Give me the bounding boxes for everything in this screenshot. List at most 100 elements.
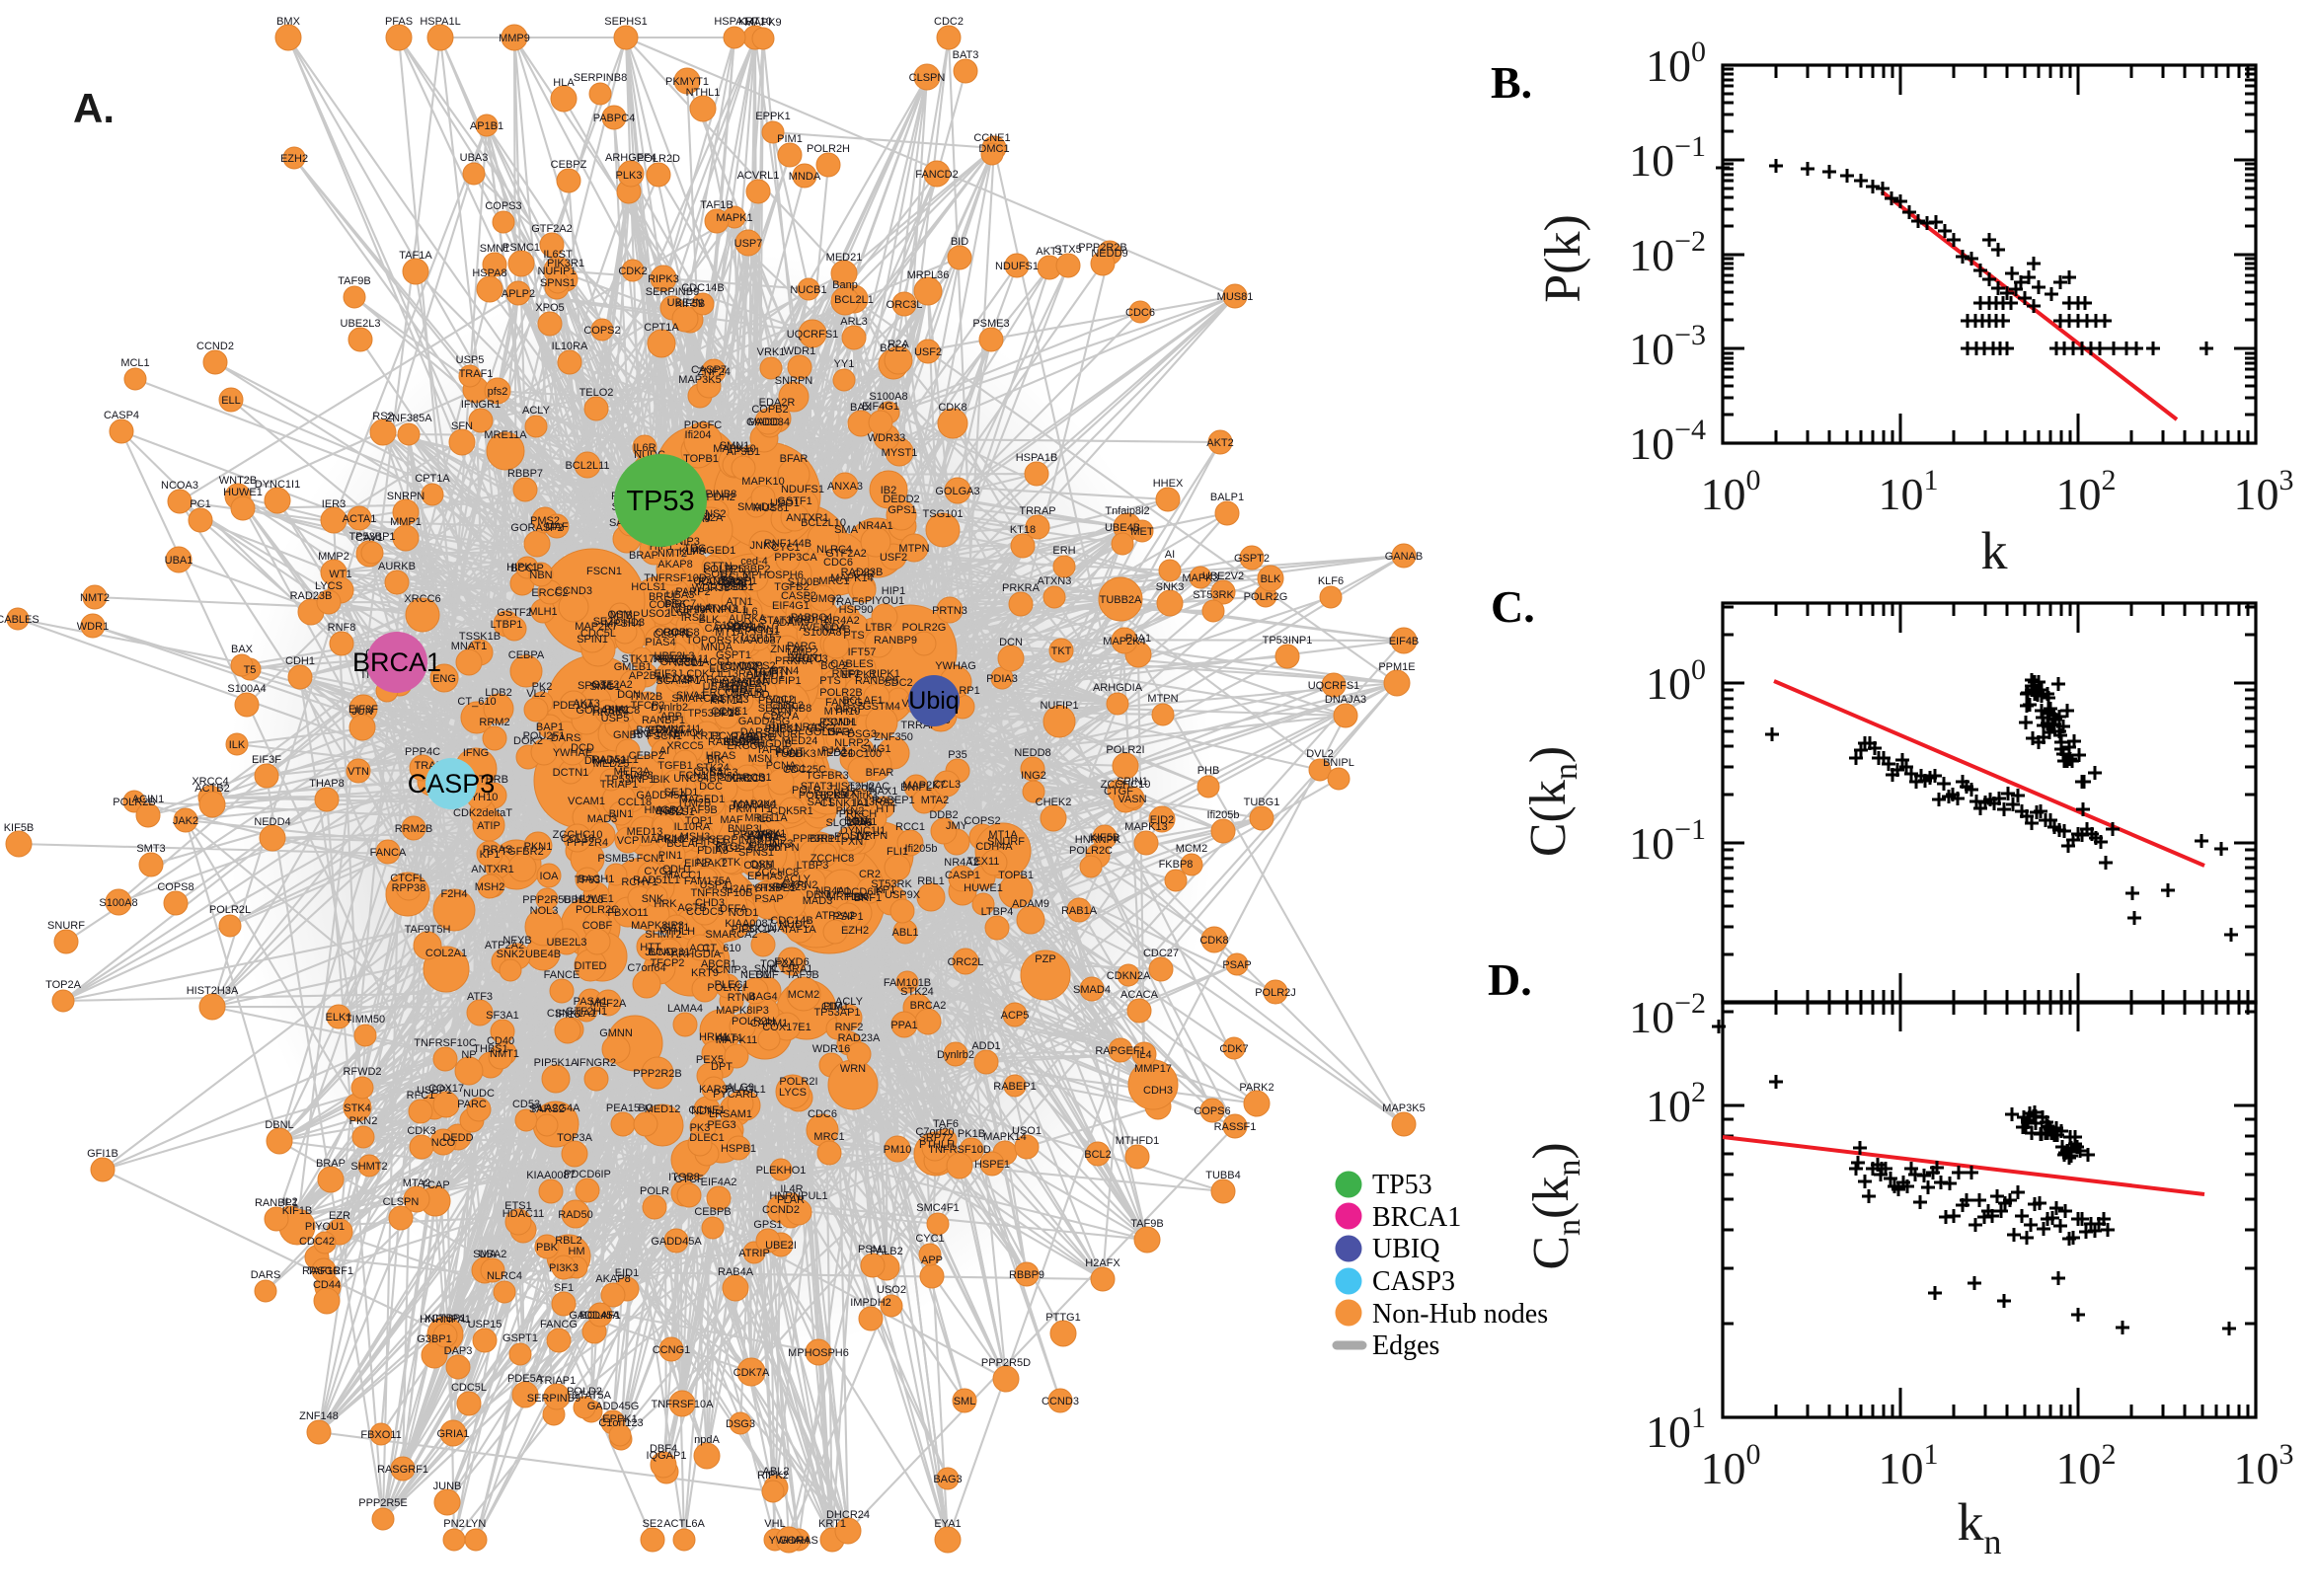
svg-text:NMT2: NMT2 <box>80 592 110 604</box>
svg-text:PABPC4: PABPC4 <box>791 612 833 624</box>
svg-text:ARHGDIA: ARHGDIA <box>1093 682 1143 694</box>
svg-text:MCM2: MCM2 <box>1176 843 1207 855</box>
svg-text:HLA: HLA <box>553 77 575 89</box>
svg-text:LDB2: LDB2 <box>485 687 512 699</box>
svg-text:COBF: COBF <box>582 920 613 932</box>
svg-text:EIF4A2: EIF4A2 <box>701 1177 737 1188</box>
svg-text:DBNL: DBNL <box>806 889 834 901</box>
svg-text:ERCC2: ERCC2 <box>531 587 568 599</box>
svg-text:NUCB1: NUCB1 <box>790 284 826 296</box>
svg-text:ADAM9: ADAM9 <box>1012 898 1049 910</box>
svg-text:USO1: USO1 <box>1012 1125 1042 1137</box>
svg-text:WDR1: WDR1 <box>784 345 815 357</box>
svg-text:ACVRL1: ACVRL1 <box>737 170 780 182</box>
svg-text:GADD34: GADD34 <box>746 417 790 428</box>
svg-text:Ifi205b: Ifi205b <box>904 843 937 855</box>
svg-text:SMAD4: SMAD4 <box>1073 984 1111 996</box>
svg-text:MNDA: MNDA <box>701 642 733 653</box>
svg-text:RAB4A: RAB4A <box>718 1266 754 1278</box>
svg-text:POLR2C: POLR2C <box>576 904 619 916</box>
svg-text:CCND3: CCND3 <box>555 585 592 597</box>
svg-text:Banp: Banp <box>832 279 858 291</box>
svg-text:DARS: DARS <box>551 732 581 744</box>
svg-text:ORC3L: ORC3L <box>887 299 923 311</box>
svg-text:RCC1: RCC1 <box>895 821 925 833</box>
svg-text:S100A4: S100A4 <box>227 683 266 695</box>
svg-text:ARL3: ARL3 <box>840 316 868 328</box>
svg-text:TAF1C: TAF1C <box>307 1265 341 1277</box>
svg-text:ST53RK: ST53RK <box>871 878 912 890</box>
svg-text:TAF6: TAF6 <box>933 1118 959 1130</box>
svg-text:TGFBR2: TGFBR2 <box>501 846 543 858</box>
svg-text:IL6R: IL6R <box>633 442 656 454</box>
svg-text:CLSPN: CLSPN <box>909 72 946 84</box>
svg-text:PPM1E: PPM1E <box>1378 661 1415 673</box>
svg-text:TNFRSF10C: TNFRSF10C <box>414 1037 477 1049</box>
svg-text:DBF4: DBF4 <box>650 1443 677 1455</box>
svg-text:CCL18: CCL18 <box>561 833 594 845</box>
svg-text:PPP2R5E: PPP2R5E <box>358 1497 408 1509</box>
svg-text:SE2: SE2 <box>643 1518 663 1530</box>
svg-text:MRPL36: MRPL36 <box>907 269 950 281</box>
svg-text:CDK8: CDK8 <box>938 402 966 414</box>
svg-text:HSPA1L: HSPA1L <box>420 16 460 28</box>
svg-text:BLK: BLK <box>1261 573 1281 585</box>
svg-text:SPNS1: SPNS1 <box>540 277 576 289</box>
svg-text:PFAS: PFAS <box>385 16 413 28</box>
svg-text:BFAR: BFAR <box>866 767 894 779</box>
svg-text:BCL2L11: BCL2L11 <box>565 460 609 472</box>
svg-text:HNRNPA1: HNRNPA1 <box>420 1314 471 1326</box>
svg-text:PKMYT1: PKMYT1 <box>665 76 709 88</box>
svg-text:ACIN1: ACIN1 <box>132 794 164 805</box>
svg-text:SHMT2: SHMT2 <box>350 1161 387 1173</box>
svg-text:KIF5B: KIF5B <box>675 298 706 310</box>
svg-text:CDK2deltaT: CDK2deltaT <box>453 807 512 819</box>
svg-text:YY1: YY1 <box>834 358 855 370</box>
svg-text:PPA1: PPA1 <box>890 1020 917 1031</box>
svg-text:TOP2A: TOP2A <box>760 958 797 970</box>
svg-text:BAG3: BAG3 <box>636 724 664 736</box>
svg-text:TELO2: TELO2 <box>579 387 614 399</box>
svg-text:PDGFC: PDGFC <box>684 419 723 431</box>
svg-text:SMN1: SMN1 <box>720 440 750 452</box>
svg-text:BAX: BAX <box>231 644 254 655</box>
svg-text:ACLY: ACLY <box>783 874 811 885</box>
svg-text:DYNC1I1: DYNC1I1 <box>656 723 701 735</box>
svg-text:ACP5: ACP5 <box>1001 1010 1030 1022</box>
svg-text:JUN: JUN <box>351 706 372 718</box>
svg-text:CASP1: CASP1 <box>945 870 980 881</box>
svg-text:ACTB2: ACTB2 <box>194 783 229 795</box>
svg-text:IFI16: IFI16 <box>555 1009 579 1021</box>
svg-text:PSM1: PSM1 <box>858 1244 888 1255</box>
svg-text:POLR2L: POLR2L <box>799 790 840 801</box>
svg-text:TIMM50: TIMM50 <box>346 1014 385 1026</box>
svg-text:RBBP9: RBBP9 <box>1009 1269 1044 1281</box>
svg-text:HUWE1: HUWE1 <box>575 893 614 905</box>
svg-text:COPS3: COPS3 <box>707 581 743 593</box>
svg-text:TAF1B: TAF1B <box>700 199 733 211</box>
svg-text:CASP4: CASP4 <box>104 410 139 421</box>
svg-text:OSM: OSM <box>749 859 774 871</box>
svg-text:PKMYT1: PKMYT1 <box>729 803 772 815</box>
svg-text:AURKB: AURKB <box>378 561 416 572</box>
svg-text:IFNGR1: IFNGR1 <box>461 399 501 411</box>
svg-text:POLR2I: POLR2I <box>779 1076 817 1088</box>
svg-text:SMN1: SMN1 <box>480 243 510 255</box>
svg-text:P35: P35 <box>948 749 967 761</box>
svg-text:GPS1: GPS1 <box>888 504 916 516</box>
svg-text:VL2: VL2 <box>526 688 546 700</box>
svg-text:SERPINB9: SERPINB9 <box>527 1393 580 1405</box>
svg-text:MAF: MAF <box>545 521 569 533</box>
svg-text:SERPINB9: SERPINB9 <box>646 286 699 298</box>
svg-text:HSPE1: HSPE1 <box>974 1159 1010 1171</box>
svg-text:CDH1: CDH1 <box>662 864 692 875</box>
svg-text:TP53INP1: TP53INP1 <box>605 774 656 786</box>
svg-text:PARC: PARC <box>457 1099 487 1110</box>
svg-text:CPT1A: CPT1A <box>644 322 679 334</box>
svg-text:CHEK2: CHEK2 <box>1036 797 1072 808</box>
svg-text:IMPDH2: IMPDH2 <box>788 614 829 626</box>
svg-text:JAK2: JAK2 <box>173 815 198 827</box>
svg-text:CDC6: CDC6 <box>1125 307 1155 319</box>
svg-text:MRC1: MRC1 <box>813 1131 844 1143</box>
svg-text:POU2F1: POU2F1 <box>523 730 566 742</box>
